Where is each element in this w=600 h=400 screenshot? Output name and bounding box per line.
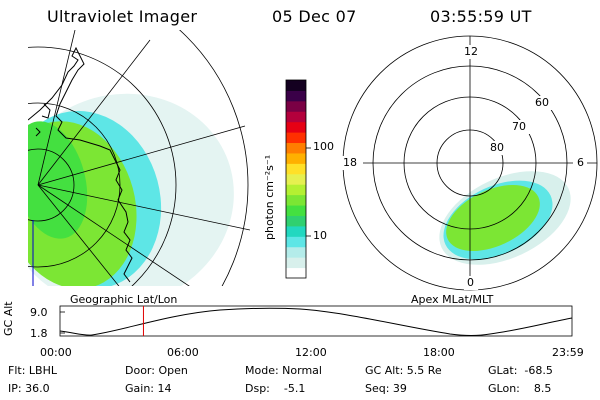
colorbar-segment	[286, 121, 306, 133]
colorbar-segment	[286, 246, 306, 258]
colorbar-segment	[286, 225, 306, 237]
filter-status: Flt: LBHL	[8, 364, 57, 377]
colorbar-segment	[286, 194, 306, 206]
altitude-ymax-label: 9.0	[30, 306, 48, 319]
lat-circle	[28, 102, 121, 268]
time-tick-2359: 23:59	[552, 346, 584, 359]
colorbar-segment	[286, 215, 306, 227]
dsp-status: Dsp: -5.1	[245, 382, 306, 395]
time-tick-1800: 18:00	[423, 346, 455, 359]
time-tick-0600: 06:00	[167, 346, 199, 359]
mlt-label-12: 12	[464, 45, 478, 58]
gain-status: Gain: 14	[125, 382, 172, 395]
coastline	[41, 103, 51, 119]
glon-status: GLon: 8.5	[488, 382, 552, 395]
door-status: Door: Open	[125, 364, 188, 377]
colorbar-segment	[286, 163, 306, 175]
time-tick-0000: 00:00	[40, 346, 72, 359]
aurora-green-core	[28, 121, 88, 239]
colorbar-segment	[286, 257, 306, 269]
colorbar-segment	[286, 142, 306, 154]
seq-status: Seq: 39	[365, 382, 407, 395]
colorbar-segment	[286, 152, 306, 164]
altitude-ymin-label: 1.8	[30, 327, 48, 340]
gc-alt-status: GC Alt: 5.5 Re	[365, 364, 442, 377]
coastline	[28, 46, 133, 283]
lat-label-80: 80	[490, 141, 504, 154]
mlt-label-18: 18	[343, 156, 357, 169]
lon-line	[37, 184, 250, 231]
date-label: 05 Dec 07	[272, 7, 357, 26]
colorbar-segment	[286, 90, 306, 102]
right-panel-label: Apex MLat/MLT	[411, 293, 494, 306]
instrument-title: Ultraviolet Imager	[47, 7, 198, 26]
colorbar-segment	[286, 173, 306, 185]
altitude-ylabel: GC Alt	[2, 301, 15, 336]
altitude-plot-frame	[59, 305, 573, 337]
time-label: 03:55:59 UT	[430, 7, 532, 26]
colorbar-tick-100: 100	[313, 140, 334, 153]
lon-line	[37, 184, 190, 286]
colorbar-tick-10: 10	[313, 229, 327, 242]
left-panel-label: Geographic Lat/Lon	[70, 293, 178, 306]
ip-status: IP: 36.0	[8, 382, 50, 395]
time-tick-1200: 12:00	[295, 346, 327, 359]
lon-line	[37, 184, 120, 286]
altitude-curve	[59, 307, 573, 336]
lat-label-60: 60	[535, 96, 549, 109]
lon-line	[37, 125, 246, 186]
colorbar-gradient	[286, 80, 306, 279]
lat-circle	[28, 148, 75, 222]
polar-aurora-green	[446, 184, 540, 252]
colorbar-segment	[286, 80, 306, 91]
colorbar-segment	[286, 100, 306, 112]
colorbar-segment	[286, 236, 306, 248]
lat-circle	[28, 46, 177, 286]
lat-circle	[178, 30, 249, 286]
colorbar-segment	[286, 205, 306, 216]
mlt-label-0: 0	[467, 276, 474, 289]
lon-line	[37, 39, 151, 186]
glat-status: GLat: -68.5	[488, 364, 553, 377]
colorbar-segment	[286, 132, 306, 144]
mode-status: Mode: Normal	[245, 364, 322, 377]
mlt-label-6: 6	[577, 156, 584, 169]
coastline	[35, 127, 41, 137]
colorbar-segment	[286, 111, 306, 123]
lat-label-70: 70	[512, 120, 526, 133]
lon-line	[37, 30, 76, 186]
colorbar-segment	[286, 184, 306, 196]
colorbar-segment	[286, 267, 306, 279]
